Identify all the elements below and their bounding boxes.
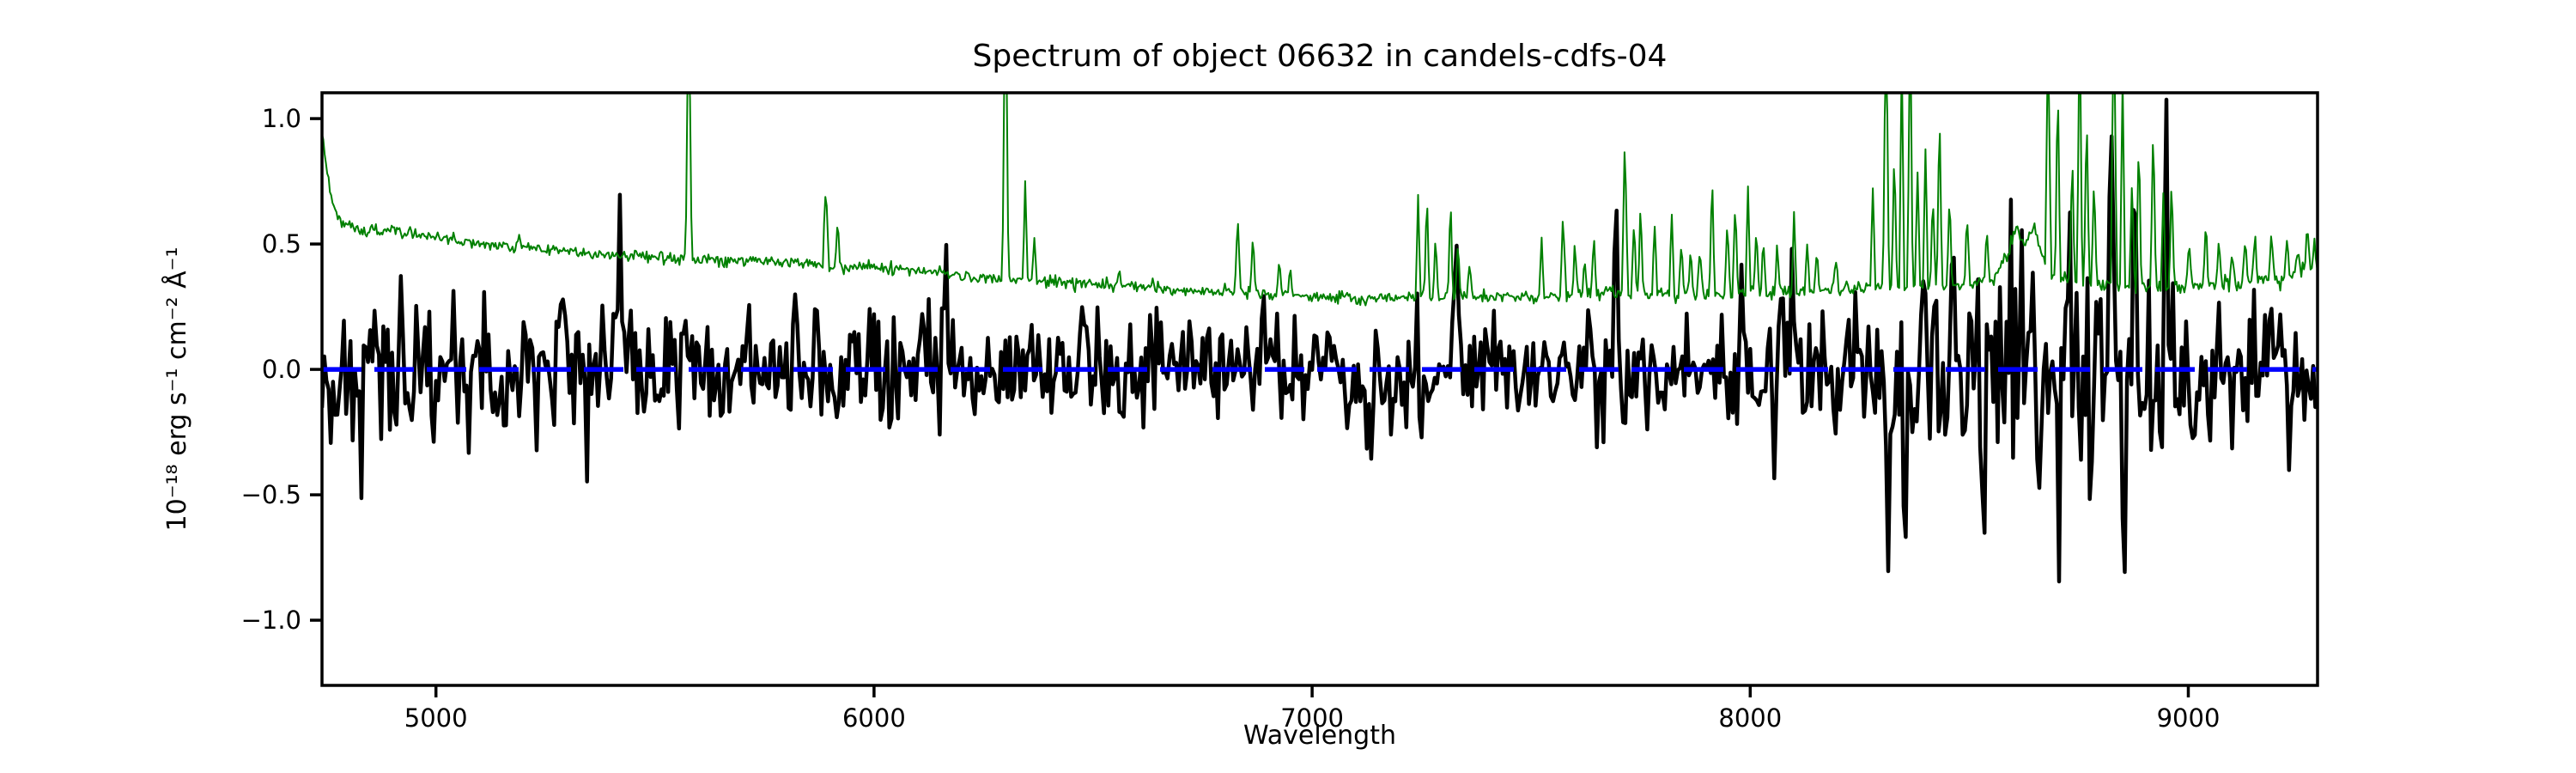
axes-spines xyxy=(320,91,2319,687)
y-tick-label: 0.0 xyxy=(262,355,301,384)
black-spectrum-line xyxy=(322,97,2318,584)
x-tick-label: 8000 xyxy=(1718,703,1782,733)
y-tick-label: −1.0 xyxy=(241,606,301,635)
x-axis-label: Wavelength xyxy=(1243,721,1396,751)
x-tick-label: 5000 xyxy=(404,703,468,733)
x-tick-label: 7000 xyxy=(1280,703,1344,733)
chart-title: Spectrum of object 06632 in candels-cdfs… xyxy=(972,39,1668,74)
y-tick-label: 0.5 xyxy=(262,229,301,259)
y-tick-label: 1.0 xyxy=(262,104,301,133)
series-group xyxy=(322,93,2318,584)
x-tick-label: 6000 xyxy=(842,703,906,733)
green-error-spectrum-line xyxy=(322,93,2318,307)
x-tick-label: 9000 xyxy=(2157,703,2221,733)
y-tick-label: −0.5 xyxy=(241,480,301,509)
